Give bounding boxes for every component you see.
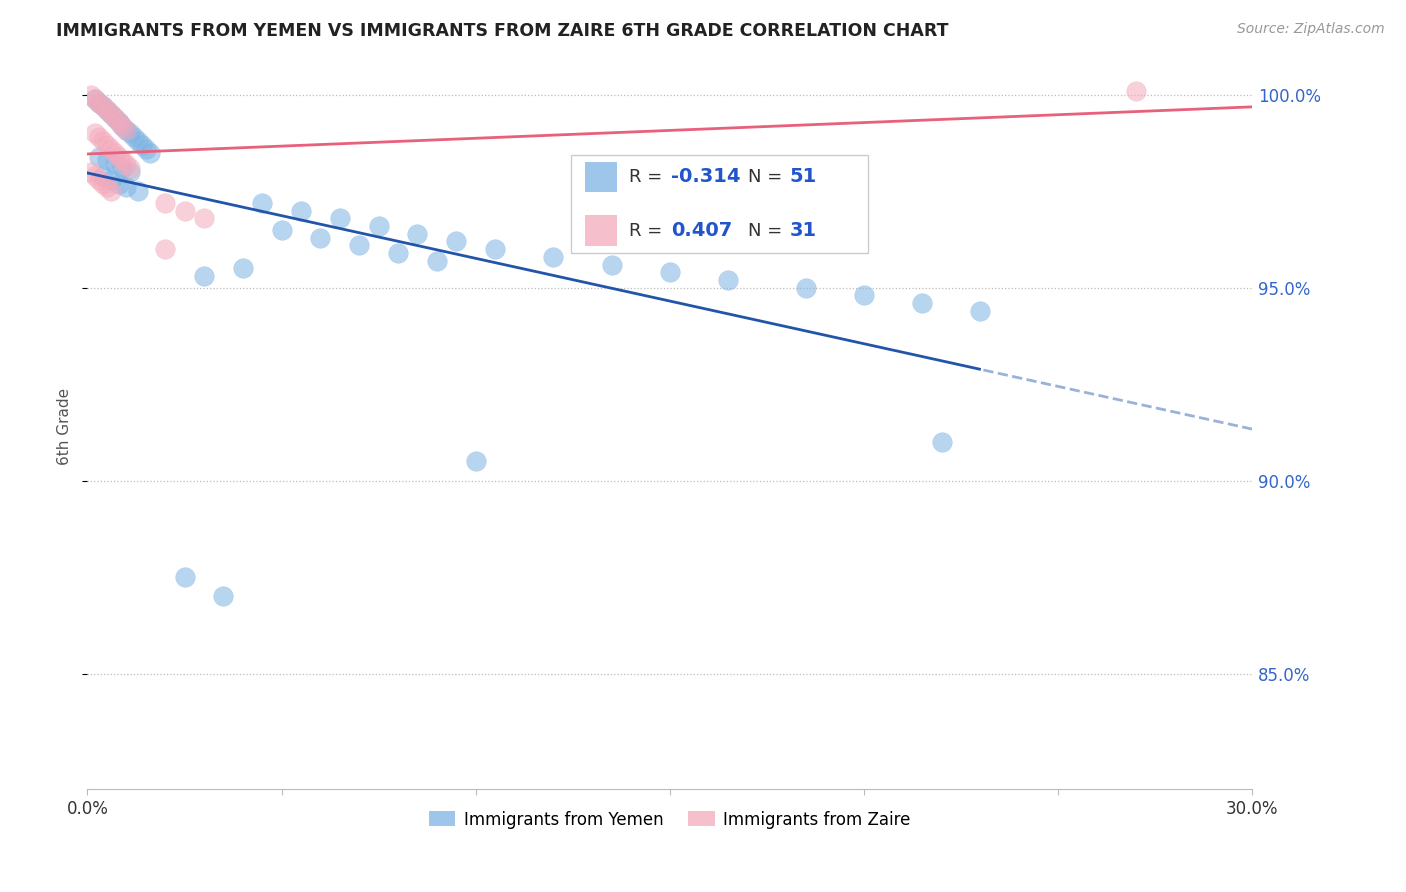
Point	[270, 223, 292, 237]
Text: N =: N =	[748, 168, 787, 186]
Point	[464, 454, 486, 468]
Point	[107, 115, 129, 129]
Point	[104, 111, 127, 125]
Point	[446, 235, 468, 249]
Point	[173, 203, 195, 218]
Point	[91, 134, 114, 148]
Point	[969, 304, 991, 318]
Point	[153, 242, 176, 256]
Point	[127, 185, 149, 199]
Point	[153, 195, 176, 210]
Point	[347, 238, 370, 252]
Point	[80, 87, 103, 102]
Point	[658, 265, 681, 279]
Point	[107, 177, 129, 191]
Point	[426, 253, 449, 268]
Point	[717, 273, 740, 287]
FancyBboxPatch shape	[571, 154, 868, 252]
Text: 51: 51	[790, 167, 817, 186]
Point	[387, 246, 409, 260]
Point	[232, 261, 254, 276]
Point	[600, 258, 623, 272]
Point	[80, 165, 103, 179]
Text: IMMIGRANTS FROM YEMEN VS IMMIGRANTS FROM ZAIRE 6TH GRADE CORRELATION CHART: IMMIGRANTS FROM YEMEN VS IMMIGRANTS FROM…	[56, 22, 949, 40]
Point	[329, 211, 352, 226]
Legend: Immigrants from Yemen, Immigrants from Zaire: Immigrants from Yemen, Immigrants from Z…	[422, 804, 918, 835]
Point	[87, 173, 110, 187]
Point	[96, 153, 118, 168]
Point	[135, 142, 157, 156]
Point	[120, 161, 142, 176]
Point	[100, 142, 122, 156]
Point	[131, 138, 153, 153]
Point	[96, 103, 118, 118]
Point	[193, 269, 215, 284]
Text: -0.314: -0.314	[671, 167, 741, 186]
Point	[1125, 84, 1147, 98]
Point	[104, 157, 127, 171]
Point	[120, 127, 142, 141]
Point	[87, 95, 110, 110]
Point	[120, 165, 142, 179]
Point	[84, 92, 107, 106]
Point	[91, 169, 114, 183]
Point	[100, 185, 122, 199]
Point	[111, 119, 134, 133]
Point	[406, 227, 429, 241]
Text: R =: R =	[628, 221, 668, 240]
Point	[115, 122, 138, 136]
Point	[931, 435, 953, 450]
Point	[91, 99, 114, 113]
Point	[290, 203, 312, 218]
Point	[87, 130, 110, 145]
Point	[212, 590, 235, 604]
Point	[107, 150, 129, 164]
Point	[115, 157, 138, 171]
Point	[87, 150, 110, 164]
Point	[127, 134, 149, 148]
Point	[100, 173, 122, 187]
Text: N =: N =	[748, 221, 787, 240]
Point	[193, 211, 215, 226]
Point	[115, 122, 138, 136]
Point	[250, 195, 273, 210]
Point	[911, 296, 934, 310]
Point	[84, 127, 107, 141]
Point	[100, 107, 122, 121]
Point	[122, 130, 145, 145]
Point	[84, 169, 107, 183]
Point	[96, 180, 118, 194]
Point	[107, 115, 129, 129]
Point	[104, 111, 127, 125]
Point	[84, 92, 107, 106]
Point	[91, 177, 114, 191]
Point	[87, 95, 110, 110]
FancyBboxPatch shape	[585, 161, 617, 192]
Point	[173, 570, 195, 584]
Text: R =: R =	[628, 168, 668, 186]
Text: 0.407: 0.407	[671, 221, 733, 240]
Point	[115, 180, 138, 194]
Text: Source: ZipAtlas.com: Source: ZipAtlas.com	[1237, 22, 1385, 37]
Point	[111, 161, 134, 176]
Point	[138, 145, 160, 160]
Point	[484, 242, 506, 256]
Point	[104, 145, 127, 160]
Point	[100, 107, 122, 121]
Point	[367, 219, 389, 233]
Point	[794, 281, 817, 295]
Point	[111, 119, 134, 133]
Point	[91, 99, 114, 113]
FancyBboxPatch shape	[585, 215, 617, 246]
Text: 31: 31	[790, 221, 817, 240]
Y-axis label: 6th Grade: 6th Grade	[58, 388, 72, 466]
Point	[309, 230, 332, 244]
Point	[543, 250, 565, 264]
Point	[96, 138, 118, 153]
Point	[852, 288, 875, 302]
Point	[96, 103, 118, 118]
Point	[111, 153, 134, 168]
